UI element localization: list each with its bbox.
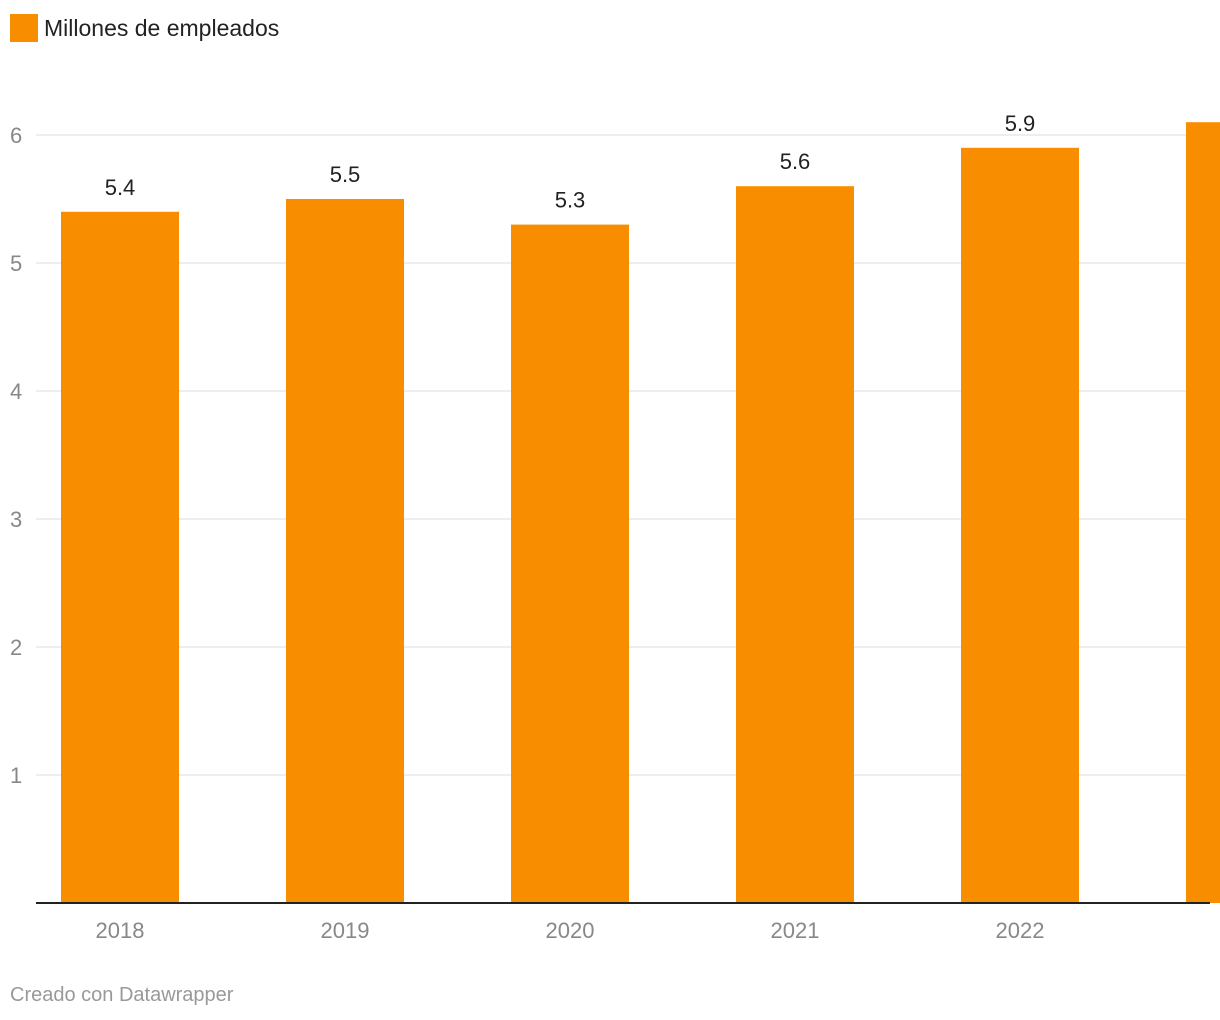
bar-2023: [1186, 122, 1220, 903]
x-tick-label-2019: 2019: [321, 918, 370, 943]
bar-2021: [736, 186, 854, 903]
x-tick-label-2021: 2021: [771, 918, 820, 943]
y-tick-label: 6: [10, 123, 22, 148]
legend-swatch: [10, 14, 38, 42]
value-label-2022: 5.9: [1005, 111, 1036, 136]
y-tick-label: 4: [10, 379, 22, 404]
value-label-2018: 5.4: [105, 175, 136, 200]
x-tick-label-2020: 2020: [546, 918, 595, 943]
y-tick-label: 1: [10, 763, 22, 788]
legend-label: Millones de empleados: [44, 15, 280, 41]
value-labels: 5.45.55.35.65.96.1: [105, 111, 1036, 213]
bar-2018: [61, 211, 179, 904]
y-tick-label: 2: [10, 635, 22, 660]
bar-2019: [286, 199, 404, 903]
credit-text: Creado con Datawrapper: [10, 984, 234, 1006]
x-axis-ticks: 201820192020202120222023: [96, 918, 1045, 943]
value-label-2021: 5.6: [780, 149, 811, 174]
y-tick-label: 5: [10, 251, 22, 276]
bar-2020: [511, 224, 629, 904]
value-label-2019: 5.5: [330, 162, 361, 187]
bars: [61, 122, 1220, 904]
x-tick-label-2022: 2022: [996, 918, 1045, 943]
y-tick-label: 3: [10, 507, 22, 532]
bar-2022: [961, 147, 1079, 904]
y-axis-ticks: 1 2 3 4 5 6: [10, 123, 22, 788]
chart-legend: Millones de empleados: [10, 14, 279, 42]
value-label-2020: 5.3: [555, 188, 586, 213]
x-tick-label-2018: 2018: [96, 918, 145, 943]
